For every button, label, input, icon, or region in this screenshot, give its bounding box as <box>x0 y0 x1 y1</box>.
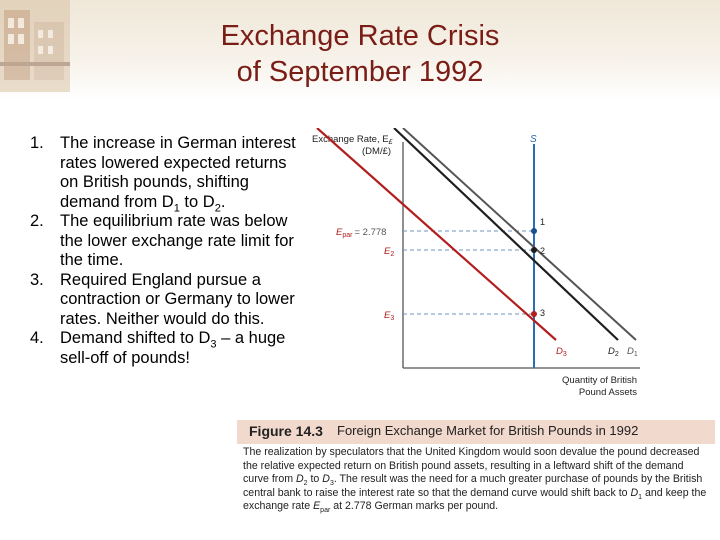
slide-title-line-1: Exchange Rate Crisis <box>220 20 500 52</box>
slide-title: Exchange Rate Crisis of September 1992 <box>150 18 570 90</box>
curve-label-d2: D2 <box>608 346 619 358</box>
e2-label: E2 <box>384 246 394 258</box>
e3-label: E3 <box>384 310 394 322</box>
demand-curve-d3 <box>316 128 557 341</box>
list-item-number: 2. <box>30 212 44 230</box>
point-3-label: 3 <box>540 308 545 318</box>
point-2-label: 2 <box>540 246 545 256</box>
supply-label: S <box>530 134 537 145</box>
decorative-building-image <box>0 0 70 92</box>
list-item: 4. Demand shifted to D3 – a huge sell-off… <box>28 329 303 368</box>
list-item-number: 1. <box>30 134 44 152</box>
point-3 <box>531 311 537 317</box>
list-item: 1. The increase in German interest rates … <box>28 134 303 214</box>
slide-title-line-2: of September 1992 <box>236 56 484 88</box>
list-item-text: The increase in German interest rates lo… <box>60 134 296 214</box>
y-axis-label: Exchange Rate, E£ <box>312 134 394 146</box>
caption-title-bar <box>237 420 715 444</box>
bullet-list: 1. The increase in German interest rates … <box>28 134 303 368</box>
point-1 <box>531 228 537 234</box>
point-2 <box>531 247 537 253</box>
figure-caption: Figure 14.3 Foreign Exchange Market for … <box>237 412 715 520</box>
curve-label-d1: D1 <box>627 346 638 358</box>
forex-diagram: Exchange Rate, E£ (DM/£) Epar = 2.778 E2 … <box>312 128 640 398</box>
list-item-text: The equilibrium rate was below the lower… <box>60 212 294 269</box>
x-axis-label-line-1: Quantity of British <box>562 375 637 386</box>
caption-text: The realization by speculators that the … <box>243 446 707 515</box>
curve-label-d3: D3 <box>556 346 567 358</box>
list-item: 3. Required England pursue a contraction … <box>28 271 303 330</box>
list-item-number: 4. <box>30 329 44 347</box>
demand-curve-d2 <box>393 128 619 341</box>
e-par-label: Epar = 2.778 <box>336 227 386 239</box>
y-axis-unit: (DM/£) <box>362 146 391 157</box>
header-band <box>0 0 720 100</box>
figure-title: Foreign Exchange Market for British Poun… <box>337 423 639 438</box>
point-1-label: 1 <box>540 217 545 227</box>
list-item: 2. The equilibrium rate was below the low… <box>28 212 303 271</box>
demand-curve-d1 <box>402 128 637 341</box>
list-item-number: 3. <box>30 270 44 289</box>
figure-number: Figure 14.3 <box>249 423 323 439</box>
x-axis-label-line-2: Pound Assets <box>579 387 637 398</box>
list-item-text: Required England pursue a contraction or… <box>60 270 295 328</box>
list-item-text: Demand shifted to D3 – a huge sell-off o… <box>60 329 286 367</box>
